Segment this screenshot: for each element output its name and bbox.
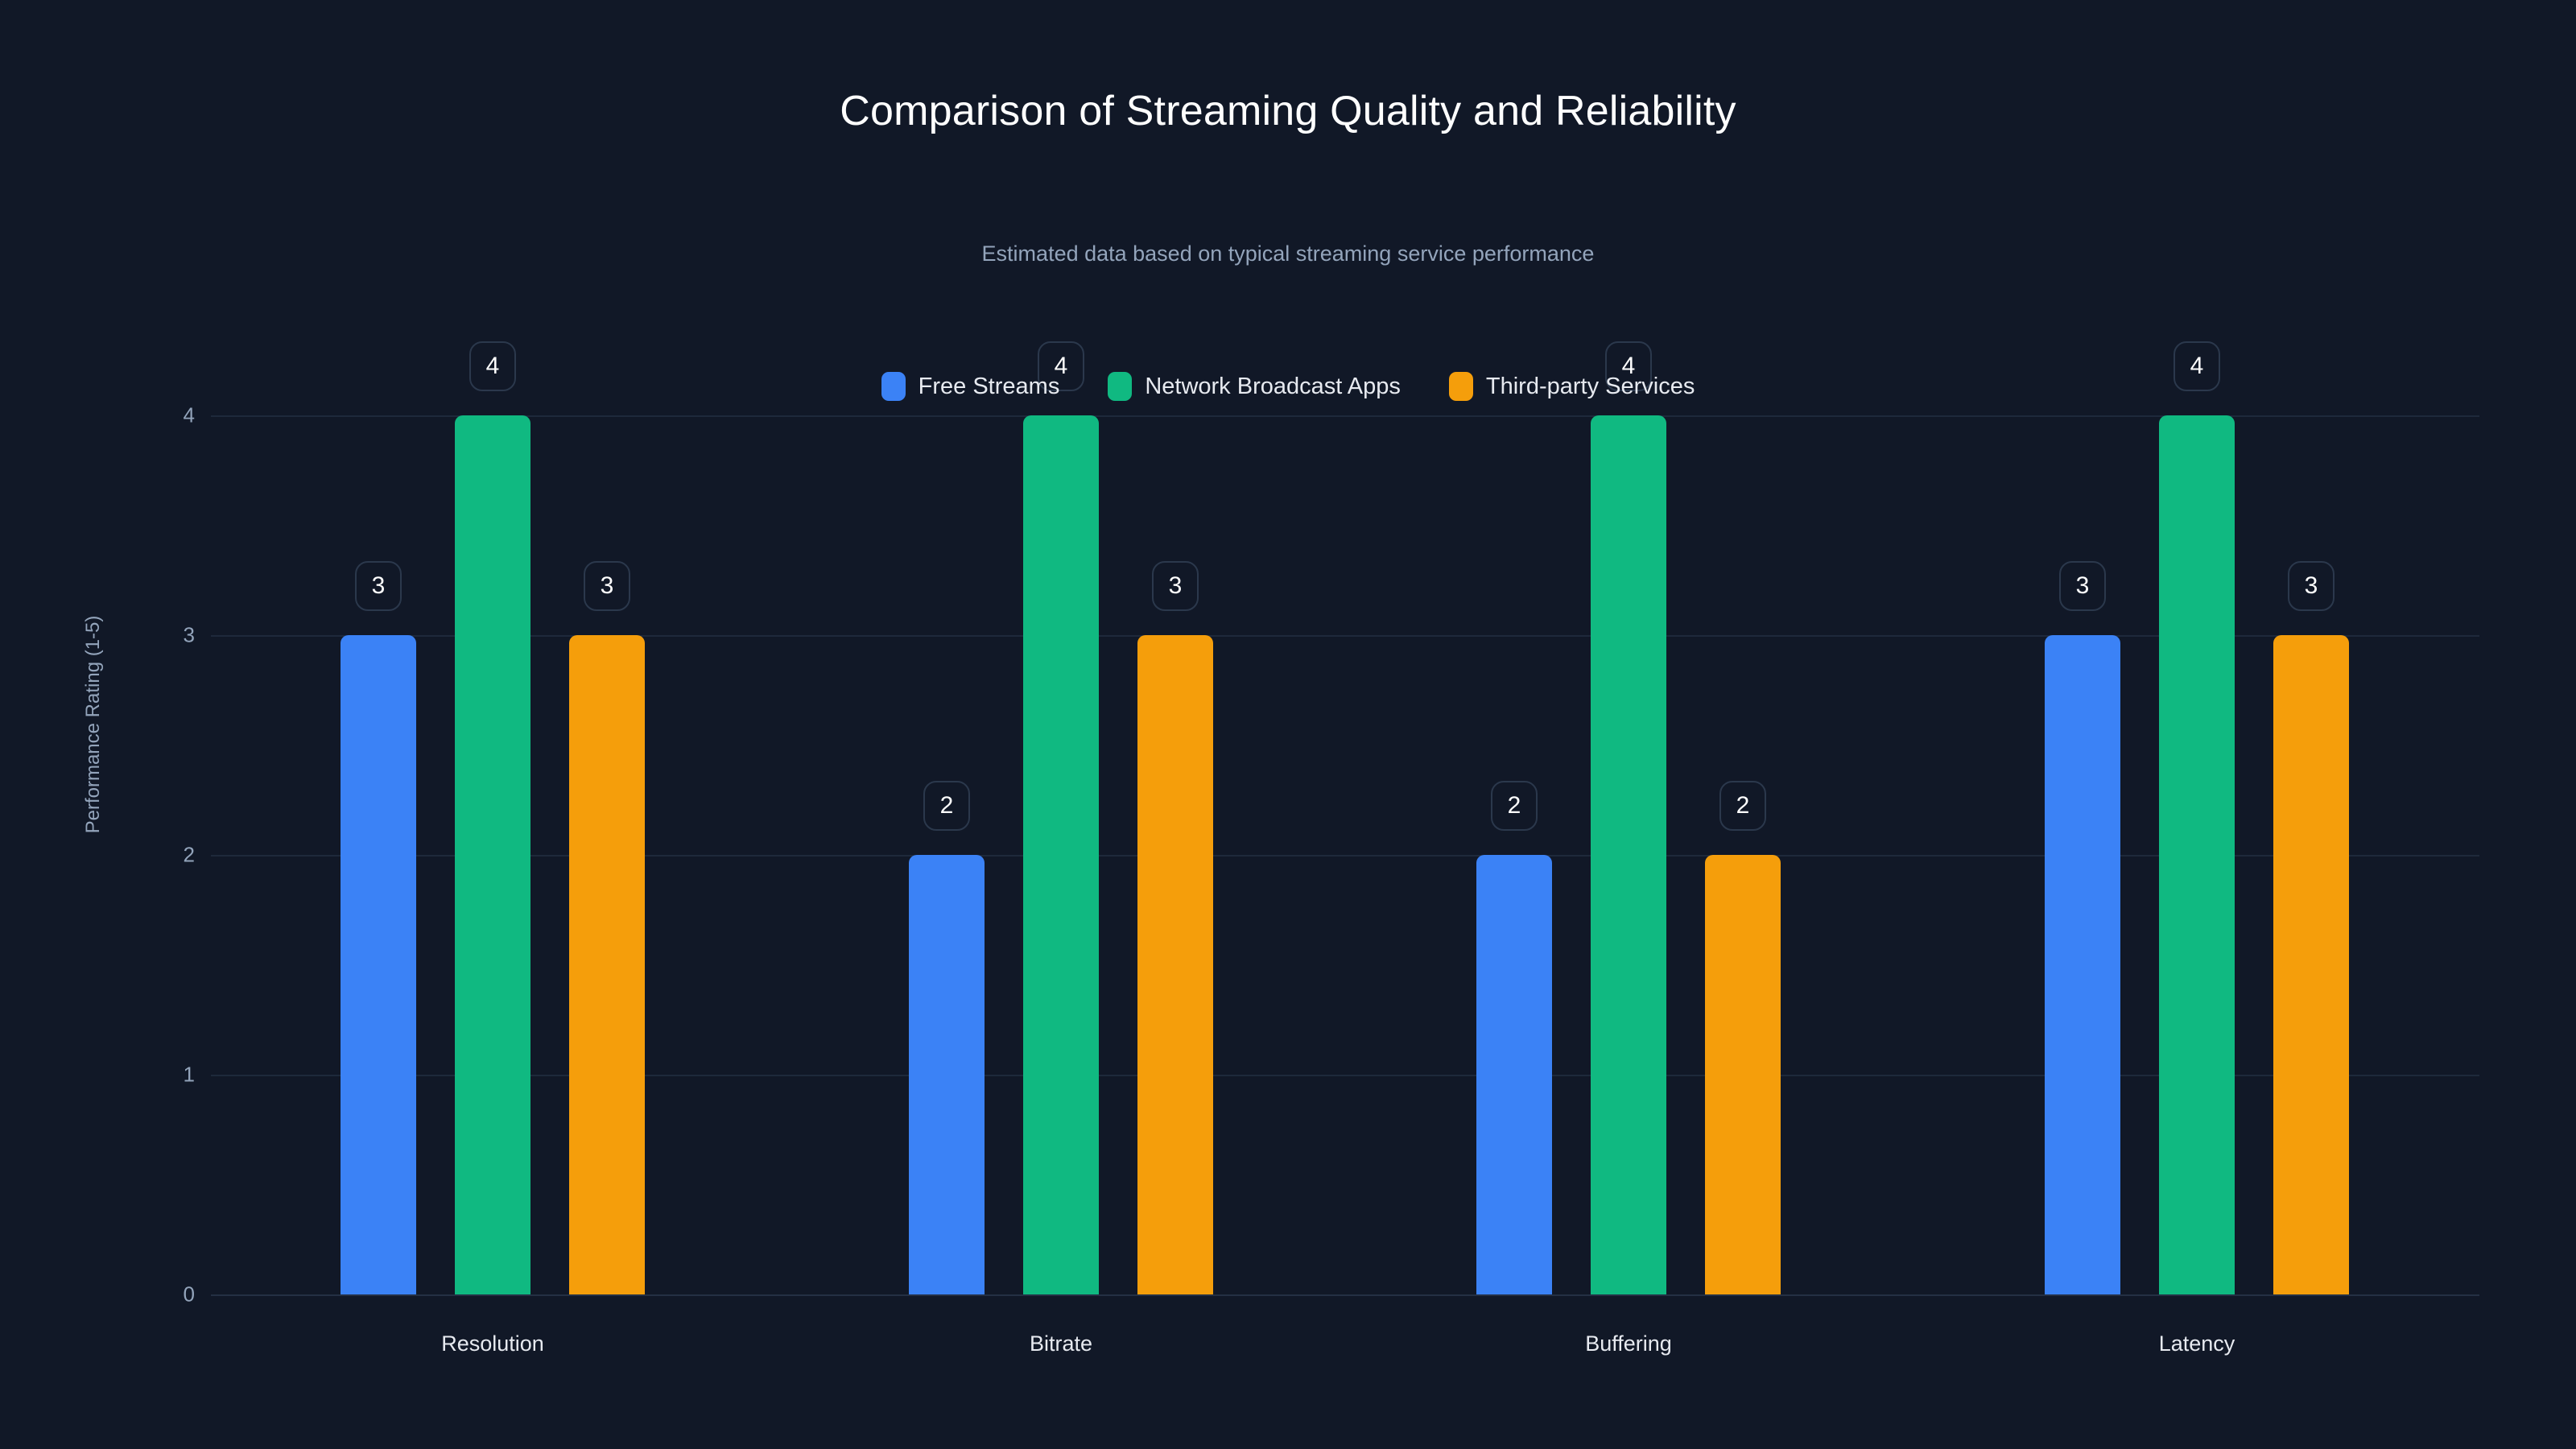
bar-bitrate-network-broadcast-apps[interactable] — [1023, 415, 1099, 1294]
legend-swatch-green-icon — [1108, 372, 1133, 401]
y-axis-title: Performance Rating (1-5) — [82, 615, 104, 834]
y-axis-tick-4: 4 — [183, 402, 195, 427]
x-axis-category-latency: Latency — [2158, 1331, 2235, 1356]
bar-bitrate-free-streams[interactable] — [909, 855, 985, 1294]
value-label-latency-network-broadcast-apps: 4 — [2174, 341, 2220, 391]
value-label-resolution-network-broadcast-apps: 4 — [469, 341, 516, 391]
legend-item-network-broadcast-apps[interactable]: Network Broadcast Apps — [1108, 372, 1401, 401]
x-axis-category-resolution: Resolution — [441, 1331, 544, 1356]
y-axis-tick-3: 3 — [183, 622, 195, 647]
value-label-buffering-free-streams: 2 — [1491, 781, 1538, 831]
bar-buffering-network-broadcast-apps[interactable] — [1591, 415, 1666, 1294]
chart-legend: Free Streams Network Broadcast Apps Third-… — [0, 372, 2576, 401]
value-label-bitrate-third-party-services: 3 — [1152, 561, 1199, 611]
value-label-resolution-third-party-services: 3 — [584, 561, 630, 611]
bar-resolution-free-streams[interactable] — [341, 635, 416, 1294]
gridline-y-3 — [211, 635, 2479, 637]
y-axis-tick-0: 0 — [183, 1282, 195, 1307]
x-axis-category-bitrate: Bitrate — [1029, 1331, 1093, 1356]
legend-item-third-party-services[interactable]: Third-party Services — [1448, 372, 1695, 401]
value-label-bitrate-free-streams: 2 — [923, 781, 970, 831]
y-axis-tick-2: 2 — [183, 842, 195, 867]
gridline-y-4 — [211, 415, 2479, 417]
gridline-y-2 — [211, 855, 2479, 857]
plot-area: 0 1 2 3 4 3 4 3 2 4 3 2 4 2 3 4 3 — [184, 341, 2479, 1307]
legend-swatch-orange-icon — [1448, 372, 1473, 401]
legend-item-label: Free Streams — [918, 373, 1060, 399]
chart-subtitle: Estimated data based on typical streamin… — [981, 242, 1595, 266]
y-axis-tick-1: 1 — [183, 1062, 195, 1087]
bar-latency-free-streams[interactable] — [2045, 635, 2120, 1294]
bar-resolution-third-party-services[interactable] — [569, 635, 645, 1294]
value-label-resolution-free-streams: 3 — [355, 561, 402, 611]
gridline-y-0 — [211, 1294, 2479, 1296]
legend-swatch-blue-icon — [881, 372, 906, 401]
chart-title: Comparison of Streaming Quality and Reli… — [840, 88, 1736, 134]
value-label-buffering-third-party-services: 2 — [1719, 781, 1766, 831]
bar-buffering-third-party-services[interactable] — [1705, 855, 1781, 1294]
bar-buffering-free-streams[interactable] — [1476, 855, 1552, 1294]
x-axis-category-buffering: Buffering — [1585, 1331, 1672, 1356]
legend-item-free-streams[interactable]: Free Streams — [881, 372, 1060, 401]
value-label-bitrate-network-broadcast-apps: 4 — [1038, 341, 1084, 391]
value-label-latency-third-party-services: 3 — [2288, 561, 2334, 611]
value-label-buffering-network-broadcast-apps: 4 — [1605, 341, 1652, 391]
gridline-y-1 — [211, 1075, 2479, 1076]
value-label-latency-free-streams: 3 — [2059, 561, 2106, 611]
legend-item-label: Third-party Services — [1485, 373, 1695, 399]
bar-bitrate-third-party-services[interactable] — [1137, 635, 1213, 1294]
bar-resolution-network-broadcast-apps[interactable] — [455, 415, 530, 1294]
bar-latency-network-broadcast-apps[interactable] — [2159, 415, 2235, 1294]
bar-latency-third-party-services[interactable] — [2273, 635, 2349, 1294]
legend-item-label: Network Broadcast Apps — [1145, 373, 1401, 399]
